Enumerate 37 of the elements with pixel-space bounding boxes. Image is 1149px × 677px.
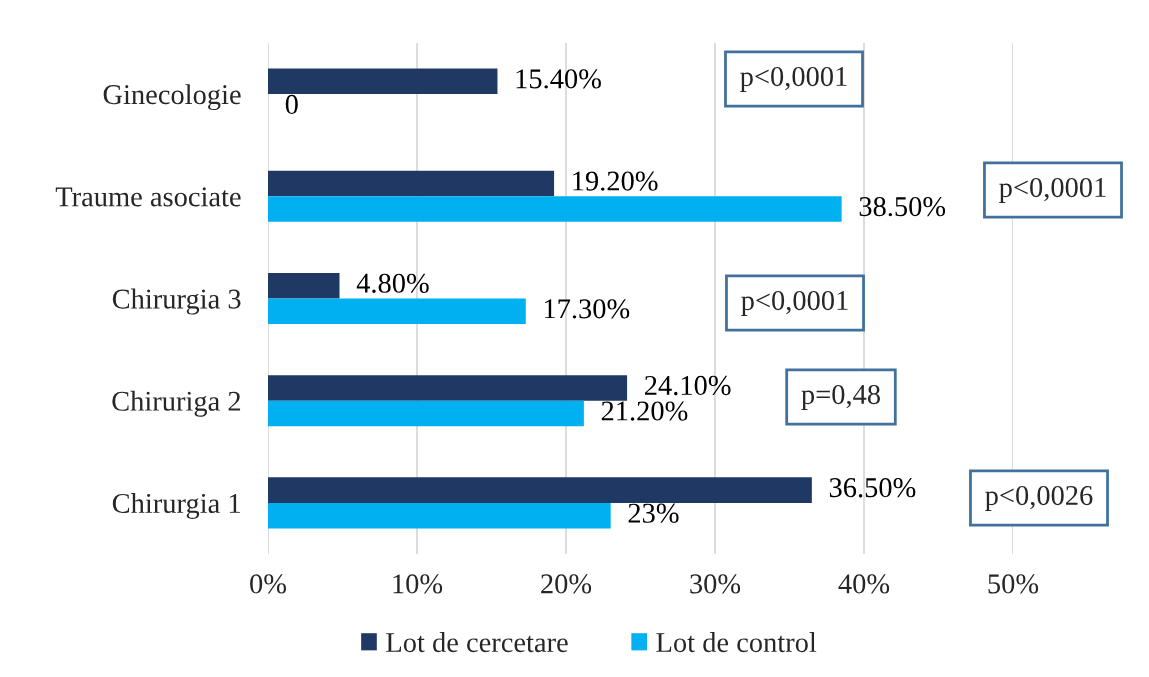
data-label: 21.20% bbox=[601, 401, 688, 421]
data-label: 0 bbox=[285, 94, 298, 114]
data-label: 24.10% bbox=[645, 375, 731, 396]
bar bbox=[268, 400, 584, 427]
y-tick-label: Chiruriga 2 bbox=[112, 390, 241, 417]
x-tick-label: 20% bbox=[541, 574, 592, 594]
y-tick-label: Chirurgia 3 bbox=[112, 288, 241, 315]
x-tick-label: 50% bbox=[988, 574, 1039, 594]
data-label: 15.40% bbox=[516, 69, 601, 89]
data-label: 36.50% bbox=[829, 478, 916, 498]
data-label: 38.50% bbox=[859, 196, 946, 217]
x-tick-label: 30% bbox=[690, 574, 741, 594]
bar bbox=[268, 170, 555, 197]
annotation: p<0,0001 bbox=[741, 290, 848, 316]
legend-label: Lot de cercetare bbox=[386, 632, 568, 653]
y-tick-label: Traume asociate bbox=[55, 187, 241, 207]
bar bbox=[268, 196, 842, 222]
bar bbox=[268, 502, 611, 529]
x-tick-label: 10% bbox=[393, 574, 443, 594]
y-tick-label: Ginecologie bbox=[103, 84, 241, 111]
bar bbox=[268, 272, 340, 299]
data-label: 19.20% bbox=[573, 171, 658, 191]
annotation: p<0,0001 bbox=[740, 66, 847, 92]
annotation: p<0,0001 bbox=[999, 177, 1106, 203]
data-label: 23% bbox=[628, 503, 679, 523]
data-label: 17.30% bbox=[544, 299, 630, 319]
x-tick-label: 40% bbox=[838, 574, 890, 594]
y-tick-label: Chirurgia 1 bbox=[112, 493, 240, 519]
annotation: p=0,48 bbox=[801, 384, 880, 410]
bar bbox=[268, 477, 812, 503]
bar bbox=[268, 375, 628, 401]
data-label: 4.80% bbox=[356, 273, 429, 293]
legend-label: Lot de control bbox=[656, 632, 817, 653]
x-tick-label: 0% bbox=[250, 574, 287, 594]
bar bbox=[268, 68, 498, 95]
annotation: p<0,0026 bbox=[985, 485, 1093, 511]
bar bbox=[268, 298, 526, 325]
